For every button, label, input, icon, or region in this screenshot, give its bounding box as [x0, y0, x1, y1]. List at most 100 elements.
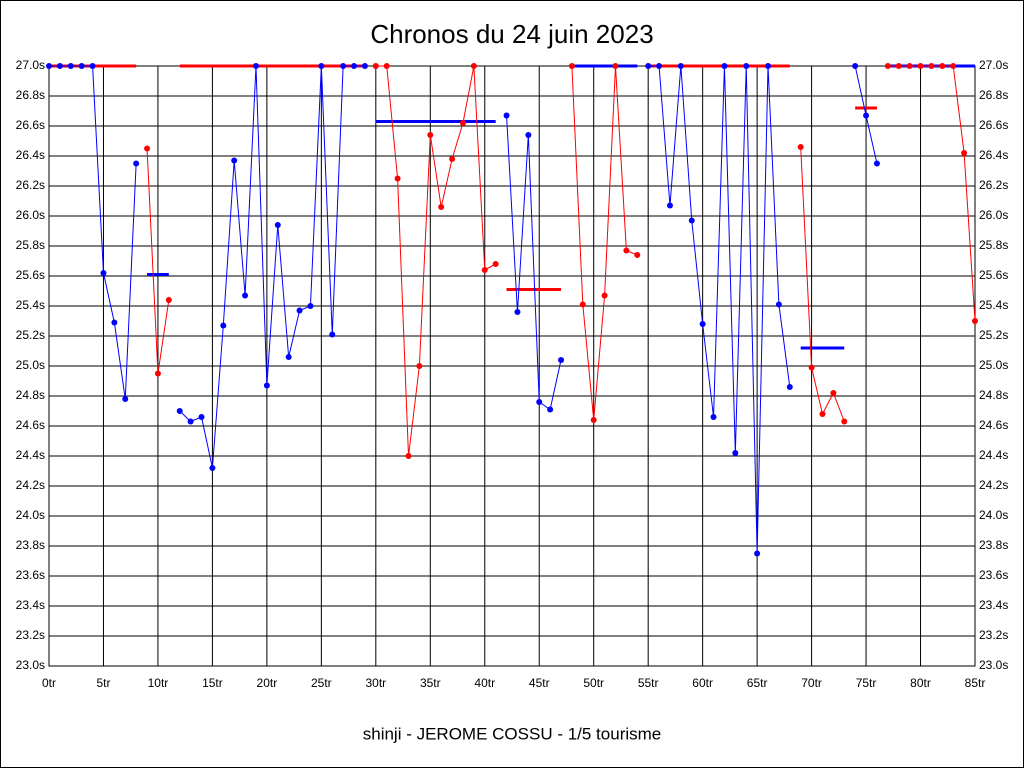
y-tick-label: 25.2s [16, 328, 45, 342]
data-point [961, 150, 968, 156]
data-point [830, 390, 837, 396]
y-tick-label: 24.0s [16, 508, 45, 522]
x-tick-label: 35tr [420, 676, 441, 690]
y-tick-label: 26.0s [16, 208, 45, 222]
data-point [590, 417, 597, 423]
data-point [100, 270, 107, 276]
y-tick-label: 23.0s [16, 658, 45, 672]
y2-tick-label: 24.0s [979, 508, 1008, 522]
data-point [318, 63, 325, 69]
x-tick-label: 5tr [96, 676, 110, 690]
data-point [165, 297, 172, 303]
y2-tick-label: 25.8s [979, 238, 1008, 252]
y-tick-label: 26.4s [16, 148, 45, 162]
chart-title: Chronos du 24 juin 2023 [370, 19, 653, 49]
data-point [274, 222, 281, 228]
y-tick-label: 23.2s [16, 628, 45, 642]
data-point [841, 418, 848, 425]
data-point [732, 450, 739, 456]
plot-frame [48, 65, 976, 667]
y2-tick-label: 26.4s [979, 148, 1008, 162]
data-point [623, 247, 630, 254]
data-point [427, 132, 434, 138]
data-point [863, 112, 870, 119]
y2-tick-label: 25.4s [979, 298, 1008, 312]
series-line [179, 65, 365, 469]
data-point [808, 364, 815, 371]
data-point [699, 321, 706, 327]
x-tick-label: 15tr [202, 676, 223, 690]
data-point [939, 63, 946, 69]
x-tick-label: 40tr [474, 676, 495, 690]
data-point [950, 63, 957, 69]
data-point [154, 370, 161, 377]
data-point [416, 363, 423, 369]
data-point [187, 418, 194, 425]
data-point [231, 157, 238, 164]
data-point [242, 292, 249, 299]
y-tick-label: 26.8s [16, 88, 45, 102]
data-point [906, 63, 913, 69]
data-point [470, 63, 477, 69]
data-point [263, 382, 270, 389]
data-point [67, 63, 74, 69]
y2-tick-label: 23.8s [979, 538, 1008, 552]
y-tick-label: 24.8s [16, 388, 45, 402]
x-tick-label: 70tr [801, 676, 822, 690]
y2-tick-label: 26.0s [979, 208, 1008, 222]
y-tick-label: 24.4s [16, 448, 45, 462]
data-point [122, 396, 129, 402]
data-point [46, 63, 52, 69]
data-point [220, 322, 227, 329]
data-point [666, 202, 673, 209]
data-point [285, 354, 292, 360]
y-tick-label: 23.8s [16, 538, 45, 552]
data-point [503, 112, 510, 119]
data-point [340, 63, 347, 69]
y-tick-label: 25.0s [16, 358, 45, 372]
data-point [852, 63, 859, 69]
series-line [506, 115, 562, 411]
data-point [873, 160, 880, 167]
data-point [917, 63, 924, 69]
x-tick-label: 10tr [148, 676, 169, 690]
y-tick-label: 23.4s [16, 598, 45, 612]
x-tick-label: 25tr [311, 676, 332, 690]
y2-tick-label: 25.0s [979, 358, 1008, 372]
data-point [133, 160, 140, 167]
data-point [361, 63, 368, 69]
y-tick-label: 26.2s [16, 178, 45, 192]
data-point [438, 204, 445, 210]
y-tick-label: 25.8s [16, 238, 45, 252]
data-point [111, 319, 118, 326]
data-point [176, 408, 183, 414]
data-point [579, 301, 586, 308]
series-line [375, 65, 496, 457]
y2-tick-label: 23.6s [979, 568, 1008, 582]
data-point [645, 63, 652, 69]
data-point [481, 267, 488, 273]
x-tick-label: 75tr [856, 676, 877, 690]
data-point [405, 453, 412, 459]
x-tick-label: 85tr [965, 676, 986, 690]
y2-tick-label: 24.8s [979, 388, 1008, 402]
data-point [307, 303, 314, 309]
data-point [677, 63, 684, 69]
data-point [972, 318, 978, 324]
data-point [547, 406, 554, 413]
y-tick-label: 25.4s [16, 298, 45, 312]
y-tick-label: 24.6s [16, 418, 45, 432]
data-point [329, 331, 336, 338]
data-point [884, 63, 891, 69]
x-tick-label: 30tr [365, 676, 386, 690]
chart-footer: shinji - JEROME COSSU - 1/5 tourisme [363, 724, 662, 743]
data-point [797, 144, 804, 150]
x-tick-label: 45tr [529, 676, 550, 690]
data-point [394, 175, 401, 182]
data-point [765, 63, 772, 69]
x-tick-label: 55tr [638, 676, 659, 690]
data-point [656, 63, 663, 69]
data-point [296, 307, 303, 314]
data-point [928, 63, 935, 69]
data-point [558, 357, 565, 363]
